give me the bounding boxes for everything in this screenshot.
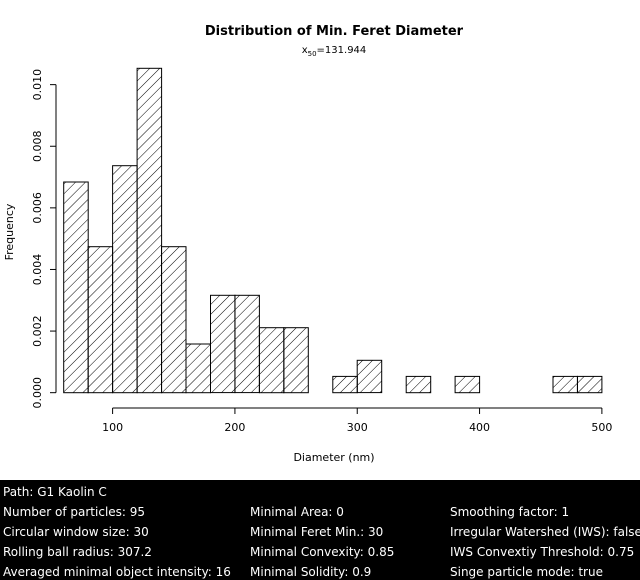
histogram-bar (576, 375, 603, 394)
y-tick-label: 0.008 (31, 131, 44, 163)
subtitle-subscript: 50 (308, 50, 317, 58)
iws-convexity-threshold: IWS Convextiy Threshold: 0.75 (450, 545, 635, 559)
histogram-bar (210, 294, 236, 394)
histogram-bar (136, 67, 163, 394)
y-tick-label: 0.002 (31, 315, 44, 347)
y-tick-label: 0.000 (31, 377, 44, 409)
minimal-feret-min: Minimal Feret Min.: 30 (250, 525, 384, 539)
histogram-bar (356, 359, 383, 394)
chart-subtitle: x50=131.944 (302, 45, 367, 58)
histogram-bar (332, 375, 358, 394)
y-tick-label: 0.010 (31, 69, 44, 101)
histogram-bar (112, 165, 138, 394)
histogram-bar (63, 181, 89, 394)
smoothing-factor: Smoothing factor: 1 (450, 505, 570, 519)
histogram-bar (258, 327, 285, 394)
minimal-convexity: Minimal Convexity: 0.85 (250, 545, 395, 559)
histogram-bar (185, 343, 211, 394)
histogram-bar (87, 246, 114, 394)
x-tick-label: 200 (224, 421, 245, 434)
histogram-plot-area: Distribution of Min. Feret Diameter x50=… (3, 24, 613, 464)
single-particle-mode: Singe particle mode: true (450, 565, 603, 579)
x-tick-label: 100 (102, 421, 123, 434)
x-tick-label: 400 (469, 421, 490, 434)
histogram-bar (454, 375, 481, 394)
number-of-particles: Number of particles: 95 (3, 505, 146, 519)
histogram-bar (161, 246, 187, 394)
subtitle-symbol: x (302, 45, 308, 56)
x-tick-label: 300 (347, 421, 368, 434)
parameters-panel: Path: G1 Kaolin C Number of particles: 9… (0, 480, 640, 580)
irregular-watershed: Irregular Watershed (IWS): false (450, 525, 640, 539)
minimal-solidity: Minimal Solidity: 0.9 (250, 565, 372, 579)
rolling-ball-radius: Rolling ball radius: 307.2 (3, 545, 152, 559)
histogram-bar (405, 375, 432, 394)
minimal-area: Minimal Area: 0 (250, 505, 344, 519)
circular-window-size: Circular window size: 30 (3, 525, 149, 539)
subtitle-value: =131.944 (317, 45, 367, 56)
histogram-chart: Distribution of Min. Feret Diameter x50=… (3, 24, 612, 464)
averaged-min-object-intensity: Averaged minimal object intensity: 16 (3, 565, 231, 579)
chart-title: Distribution of Min. Feret Diameter (205, 24, 464, 39)
y-axis: 0.000 0.002 0.004 0.006 0.008 0.010 (31, 69, 57, 409)
histogram-bar (552, 375, 578, 394)
x-axis: 100 200 300 400 500 (102, 407, 612, 434)
histogram-bar (234, 294, 260, 394)
path-text: Path: G1 Kaolin C (3, 485, 107, 499)
x-axis-label: Diameter (nm) (293, 451, 374, 464)
y-tick-label: 0.004 (31, 254, 44, 286)
histogram-bar (283, 327, 309, 394)
x-tick-label: 500 (591, 421, 612, 434)
y-axis-label: Frequency (3, 203, 16, 260)
histogram-bars (63, 67, 603, 394)
y-tick-label: 0.006 (31, 192, 44, 224)
